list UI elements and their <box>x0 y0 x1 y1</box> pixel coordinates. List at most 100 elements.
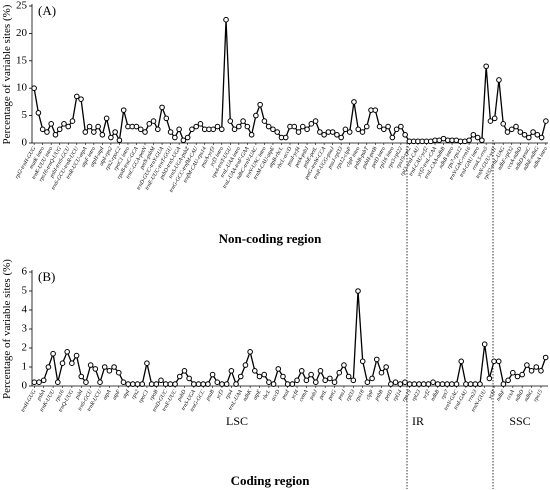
data-point <box>528 368 535 374</box>
data-point <box>303 377 310 384</box>
data-point <box>542 354 549 361</box>
data-point <box>214 379 221 386</box>
data-point <box>334 131 340 138</box>
data-point <box>385 123 391 130</box>
data-point <box>487 118 494 124</box>
data-point <box>444 381 450 387</box>
data-point <box>48 121 54 127</box>
data-point <box>291 123 298 130</box>
data-point <box>397 381 404 387</box>
data-point <box>214 123 221 130</box>
data-point <box>193 123 199 130</box>
y-tick-label: 15 <box>16 54 28 66</box>
x-tick-label: rpoB <box>149 388 160 401</box>
data-point <box>65 123 72 130</box>
data-point <box>317 368 324 374</box>
x-tick-label: cemA <box>298 389 310 403</box>
data-point <box>543 118 549 124</box>
y-tick-label: 25 <box>16 0 28 12</box>
data-point <box>244 123 251 130</box>
x-tick-label: petL <box>318 389 329 401</box>
data-point <box>284 381 291 387</box>
data-point <box>338 134 344 141</box>
x-tick-label: rps15 <box>533 389 545 403</box>
data-point <box>373 356 380 363</box>
x-tick-label: clpP <box>365 389 376 401</box>
data-point <box>257 101 263 108</box>
x-tick-label: trnH-GUG <box>20 389 37 413</box>
data-point <box>425 381 432 387</box>
data-point <box>351 99 357 105</box>
data-point <box>181 368 188 374</box>
data-point <box>139 381 146 387</box>
data-point <box>294 377 300 384</box>
x-tick-label: rpl33 <box>345 389 356 403</box>
y-tick-label: 1 <box>22 361 28 373</box>
data-point <box>252 368 258 374</box>
region-label: IR <box>412 414 424 428</box>
data-point <box>69 360 75 367</box>
data-point <box>486 375 493 382</box>
data-point <box>237 373 244 380</box>
data-point <box>481 341 488 348</box>
data-point <box>392 379 399 386</box>
data-point <box>472 381 479 387</box>
data-point <box>133 123 140 130</box>
data-point <box>289 381 296 387</box>
x-axis-label: Coding region <box>231 473 311 488</box>
x-tick-label: rps7 <box>440 389 450 401</box>
data-point <box>158 377 164 384</box>
x-tick-label: ndhF <box>496 388 507 402</box>
data-point <box>504 129 511 135</box>
data-point <box>327 375 333 382</box>
data-point <box>200 381 207 387</box>
data-point <box>223 381 230 387</box>
data-point <box>434 381 441 387</box>
data-point <box>411 381 418 387</box>
data-point <box>341 362 347 368</box>
data-point <box>275 366 282 372</box>
data-point <box>78 373 85 380</box>
data-point <box>97 379 103 386</box>
x-tick-label: rpoC1 <box>138 389 150 405</box>
data-point <box>209 371 216 378</box>
data-point <box>458 358 465 365</box>
data-point <box>172 381 178 387</box>
x-tick-label: rbcL <box>262 389 272 401</box>
data-point <box>163 115 170 122</box>
data-point <box>195 381 202 387</box>
data-point <box>64 349 70 355</box>
data-point <box>134 381 141 387</box>
data-point <box>261 118 268 124</box>
x-tick-label: atpF <box>112 389 123 402</box>
data-point <box>517 129 524 135</box>
data-point <box>39 126 46 133</box>
data-point <box>205 381 211 387</box>
y-tick-label: 6 <box>22 266 28 278</box>
data-point <box>406 381 413 387</box>
data-point <box>389 134 396 141</box>
data-point <box>313 379 319 386</box>
data-point <box>369 375 375 382</box>
y-tick-label: 5 <box>22 109 28 121</box>
data-point <box>31 85 37 91</box>
x-tick-label: ndhG <box>523 389 534 403</box>
data-point <box>253 112 259 119</box>
data-point <box>466 137 472 144</box>
x-tick-label: psbD <box>176 389 188 403</box>
x-tick-label: rps4 <box>224 389 234 401</box>
x-tick-label: psaB <box>205 388 217 402</box>
data-point <box>538 134 545 141</box>
data-point <box>350 377 357 384</box>
data-point <box>233 381 239 387</box>
data-point <box>240 118 246 124</box>
data-point <box>59 360 66 367</box>
data-point <box>346 129 353 135</box>
data-point <box>402 379 408 386</box>
x-tick-label: petD <box>383 389 394 402</box>
data-point <box>298 368 305 374</box>
data-point <box>108 134 114 141</box>
data-point <box>470 131 477 138</box>
data-point <box>40 377 47 384</box>
data-point <box>130 381 136 387</box>
